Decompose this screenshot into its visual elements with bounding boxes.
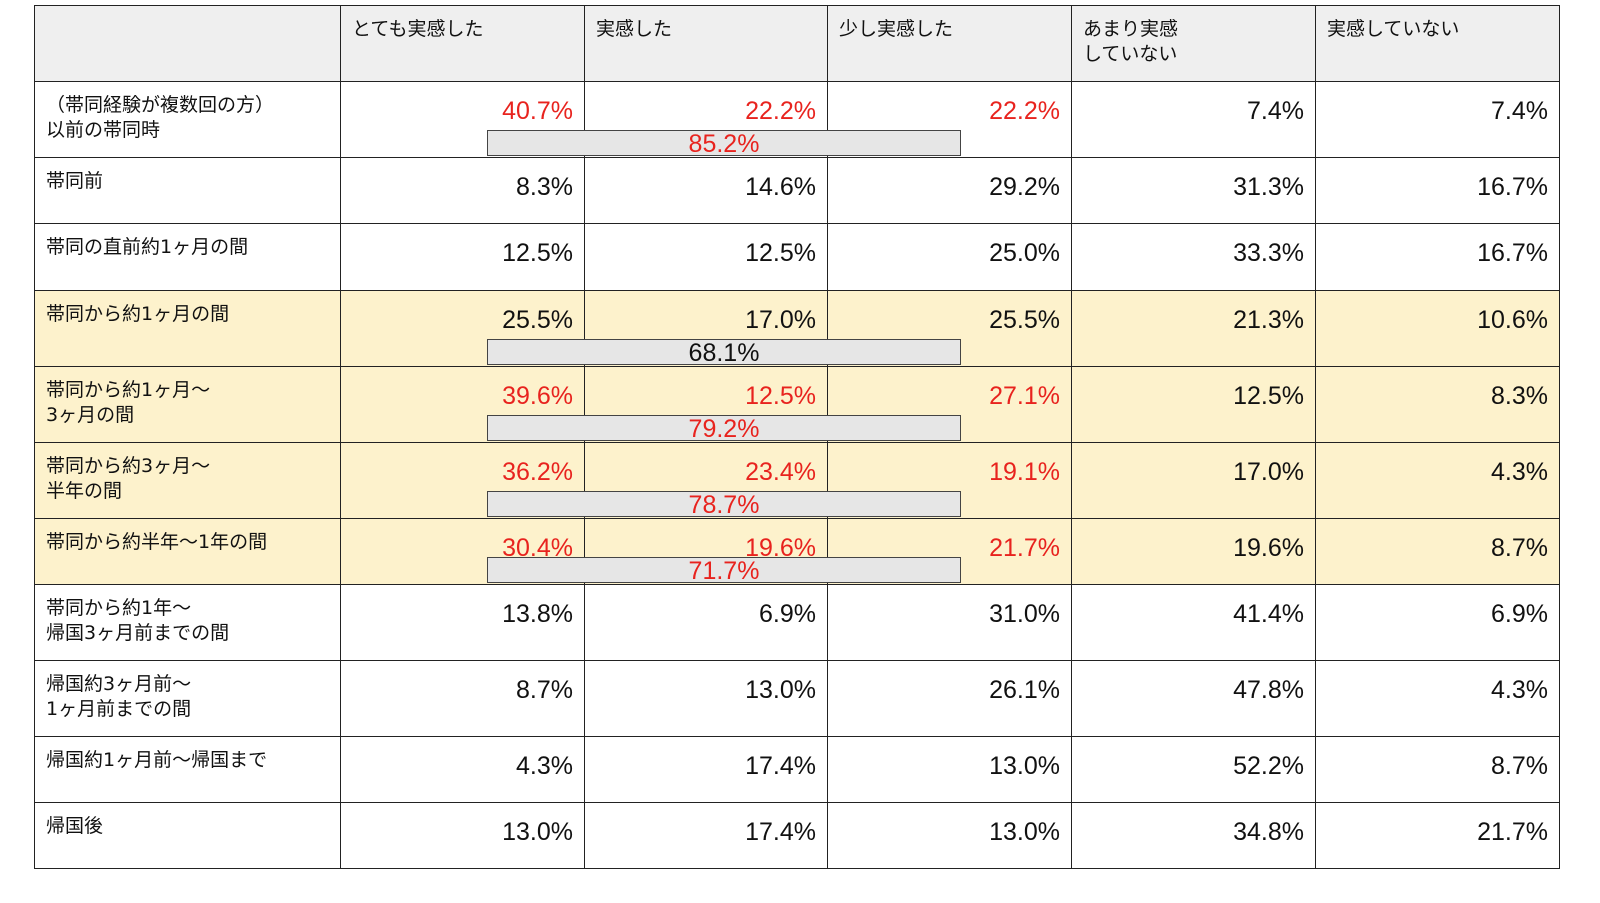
cell-value: 7.4% <box>1071 81 1316 158</box>
cell-value: 13.0% <box>827 802 1072 869</box>
merged-total-bar: 68.1% <box>487 338 961 366</box>
header-col-1: とても実感した <box>340 5 585 82</box>
cell-value: 8.3% <box>1315 366 1560 443</box>
merged-total-bar: 78.7% <box>487 490 961 518</box>
row-label: （帯同経験が複数回の方） 以前の帯同時 <box>34 81 341 158</box>
cell-value: 12.5% <box>1071 366 1316 443</box>
cell-value: 31.0% <box>827 584 1072 661</box>
cell-value: 12.5% <box>584 223 828 291</box>
table-row: 帯同から約1年〜 帰国3ヶ月前までの間 13.8% 6.9% 31.0% 41.4% 6.… <box>34 584 1560 661</box>
row-label: 帰国約3ヶ月前〜 1ヶ月前までの間 <box>34 660 341 737</box>
cell-value: 19.6% <box>1071 518 1316 585</box>
cell-value: 6.9% <box>1315 584 1560 661</box>
row-label: 帰国約1ヶ月前〜帰国まで <box>34 736 341 803</box>
cell-value: 4.3% <box>340 736 585 803</box>
cell-value: 17.4% <box>584 736 828 803</box>
row-label: 帰国後 <box>34 802 341 869</box>
cell-value: 52.2% <box>1071 736 1316 803</box>
cell-value: 4.3% <box>1315 442 1560 519</box>
table-row: （帯同経験が複数回の方） 以前の帯同時 40.7% 22.2% 22.2% 7.4% 7.… <box>34 81 1560 158</box>
cell-value: 8.7% <box>1315 518 1560 585</box>
header-col-4: あまり実感 していない <box>1071 5 1316 82</box>
table-row: 帰国約1ヶ月前〜帰国まで 4.3% 17.4% 13.0% 52.2% 8.7% <box>34 736 1560 803</box>
cell-value: 34.8% <box>1071 802 1316 869</box>
cell-value: 36.2% <box>340 442 585 519</box>
merged-total-bar: 79.2% <box>487 414 961 442</box>
cell-value: 13.0% <box>827 736 1072 803</box>
table-row: 帰国後 13.0% 17.4% 13.0% 34.8% 21.7% <box>34 802 1560 869</box>
cell-value: 21.3% <box>1071 290 1316 367</box>
cell-value: 13.8% <box>340 584 585 661</box>
row-label: 帯同前 <box>34 157 341 224</box>
header-row: とても実感した 実感した 少し実感した あまり実感 していない 実感していない <box>34 5 1560 82</box>
row-label: 帯同から約1ヶ月〜 3ヶ月の間 <box>34 366 341 443</box>
cell-value: 16.7% <box>1315 157 1560 224</box>
cell-value: 8.7% <box>1315 736 1560 803</box>
row-label: 帯同から約1年〜 帰国3ヶ月前までの間 <box>34 584 341 661</box>
cell-value: 14.6% <box>584 157 828 224</box>
cell-value: 13.0% <box>340 802 585 869</box>
header-col-5: 実感していない <box>1315 5 1560 82</box>
cell-value: 8.3% <box>340 157 585 224</box>
cell-value: 12.5% <box>340 223 585 291</box>
cell-value: 8.7% <box>340 660 585 737</box>
cell-value: 4.3% <box>1315 660 1560 737</box>
row-label: 帯同から約1ヶ月の間 <box>34 290 341 367</box>
cell-value: 31.3% <box>1071 157 1316 224</box>
cell-value: 10.6% <box>1315 290 1560 367</box>
header-col-2: 実感した <box>584 5 828 82</box>
row-label: 帯同の直前約1ヶ月の間 <box>34 223 341 291</box>
cell-value: 40.7% <box>340 81 585 158</box>
cell-value: 25.0% <box>827 223 1072 291</box>
cell-value: 26.1% <box>827 660 1072 737</box>
cell-value: 29.2% <box>827 157 1072 224</box>
cell-value: 16.7% <box>1315 223 1560 291</box>
header-col-3: 少し実感した <box>827 5 1072 82</box>
cell-value: 47.8% <box>1071 660 1316 737</box>
row-label: 帯同から約半年〜1年の間 <box>34 518 341 585</box>
table-row: 帰国約3ヶ月前〜 1ヶ月前までの間 8.7% 13.0% 26.1% 47.8% 4.3% <box>34 660 1560 737</box>
cell-value: 6.9% <box>584 584 828 661</box>
header-corner <box>34 5 341 82</box>
survey-table: とても実感した 実感した 少し実感した あまり実感 していない 実感していない … <box>34 5 1560 869</box>
cell-value: 41.4% <box>1071 584 1316 661</box>
row-label: 帯同から約3ヶ月〜 半年の間 <box>34 442 341 519</box>
table-row: 帯同の直前約1ヶ月の間 12.5% 12.5% 25.0% 33.3% 16.7% <box>34 223 1560 291</box>
cell-value: 21.7% <box>1315 802 1560 869</box>
cell-value: 33.3% <box>1071 223 1316 291</box>
cell-value: 7.4% <box>1315 81 1560 158</box>
table-row: 帯同前 8.3% 14.6% 29.2% 31.3% 16.7% <box>34 157 1560 224</box>
cell-value: 13.0% <box>584 660 828 737</box>
merged-total-bar: 71.7% <box>487 556 961 584</box>
cell-value: 17.0% <box>1071 442 1316 519</box>
merged-total-bar: 85.2% <box>487 129 961 157</box>
cell-value: 17.4% <box>584 802 828 869</box>
